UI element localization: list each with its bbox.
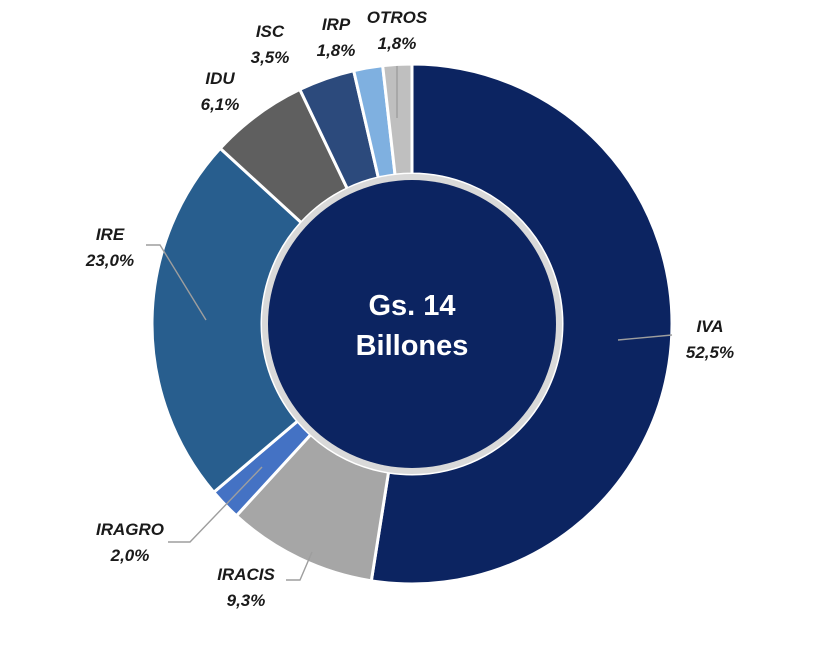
slice-label-isc: ISC bbox=[256, 22, 285, 41]
center-label-line1: Gs. 14 bbox=[368, 290, 455, 322]
slice-value-idu: 6,1% bbox=[201, 95, 240, 114]
slice-label-iragro: IRAGRO bbox=[96, 520, 164, 539]
center-disc bbox=[268, 180, 556, 468]
slice-value-isc: 3,5% bbox=[251, 48, 290, 67]
slice-label-irp: IRP bbox=[322, 15, 351, 34]
leader-line-iva bbox=[617, 334, 673, 341]
slice-label-otros: OTROS bbox=[367, 8, 428, 27]
slice-value-iracis: 9,3% bbox=[227, 591, 266, 610]
slice-labels: IVA 52,5% IRACIS 9,3% IRAGRO 2,0% IRE 23,0% IDU 6… bbox=[85, 8, 734, 610]
slice-value-irp: 1,8% bbox=[317, 41, 356, 60]
donut-slices bbox=[150, 62, 674, 586]
slice-value-iva: 52,5% bbox=[686, 343, 734, 362]
slice-label-ire: IRE bbox=[96, 225, 125, 244]
slice-label-idu: IDU bbox=[205, 69, 235, 88]
slice-label-iracis: IRACIS bbox=[217, 565, 275, 584]
leader-line-iracis bbox=[286, 551, 313, 581]
slice-label-iva: IVA bbox=[696, 317, 723, 336]
leader-line-ire bbox=[146, 244, 207, 321]
leader-lines bbox=[146, 66, 673, 581]
slice-value-otros: 1,8% bbox=[378, 34, 417, 53]
leader-line-iragro bbox=[168, 466, 263, 543]
donut-center: Gs. 14 Billones bbox=[262, 174, 562, 474]
slice-value-ire: 23,0% bbox=[85, 251, 134, 270]
slice-value-iragro: 2,0% bbox=[110, 546, 150, 565]
center-label-line2: Billones bbox=[356, 330, 469, 362]
